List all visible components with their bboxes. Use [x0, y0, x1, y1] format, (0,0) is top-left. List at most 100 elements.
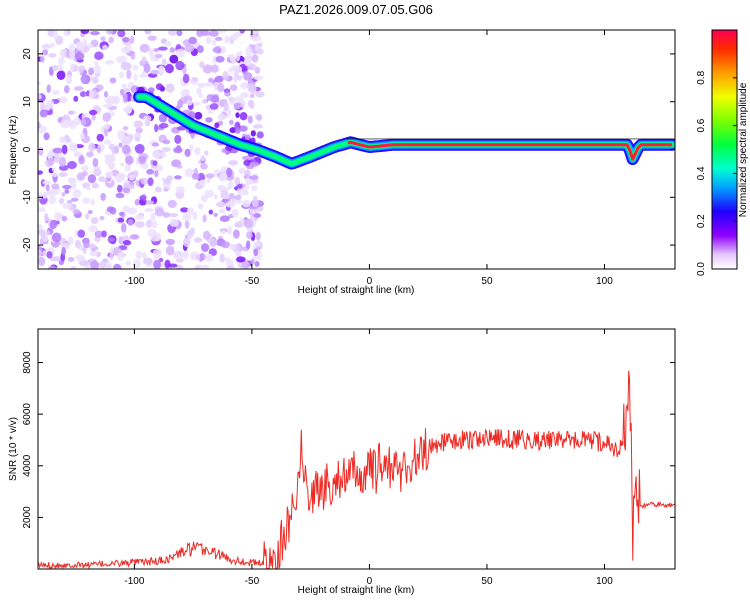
- spectrogram-cell: [102, 112, 112, 122]
- spectrogram-cell: [250, 30, 260, 35]
- spectrogram-cell: [161, 150, 167, 158]
- spectrogram-cell: [126, 207, 132, 213]
- spectrogram-cell: [194, 146, 201, 156]
- spectrogram-cell: [138, 73, 148, 79]
- spectrogram-cell: [122, 62, 132, 71]
- spectrogram-cell: [251, 54, 259, 63]
- spectrogram-cell: [118, 142, 123, 148]
- spectrogram-cell: [116, 173, 121, 183]
- spectrogram-cell: [80, 30, 90, 35]
- spectrogram-cell: [229, 53, 236, 62]
- spectrogram-cell: [141, 56, 147, 64]
- spectrogram-cell: [88, 142, 96, 152]
- spectrogram-cell: [210, 64, 219, 73]
- spectrogram-x-tick-label: 100: [596, 276, 613, 287]
- spectrogram-cell: [102, 44, 108, 51]
- spectrogram-cell: [78, 155, 85, 165]
- spectrogram-cell: [75, 41, 85, 51]
- spectrogram-cell: [121, 144, 131, 155]
- spectrogram-cell: [99, 215, 105, 221]
- spectrogram-cell: [89, 30, 100, 36]
- spectrogram-cell: [61, 215, 68, 222]
- spectrogram-cell: [139, 43, 150, 53]
- spectrogram-cell: [59, 136, 66, 144]
- spectrogram-cell: [49, 219, 58, 230]
- spectrogram-cell: [244, 57, 250, 66]
- spectrogram-cell: [147, 87, 155, 93]
- spectrogram-cell: [64, 188, 70, 194]
- spectrogram-cell: [39, 109, 49, 118]
- spectrogram-cell: [247, 115, 253, 124]
- spectrogram-cell: [144, 208, 154, 213]
- spectrogram-cell: [234, 194, 242, 201]
- spectrogram-cell: [69, 145, 78, 152]
- spectrogram-cell: [138, 156, 147, 165]
- spectrogram-cell: [74, 52, 85, 61]
- spectrogram-cell: [46, 102, 51, 111]
- spectrogram-cell: [74, 239, 81, 249]
- spectrogram-cell: [167, 199, 177, 208]
- spectrogram-cell: [56, 70, 66, 80]
- colorbar-gradient: [712, 30, 737, 269]
- spectrogram-cell: [214, 75, 224, 83]
- spectrogram-cell: [133, 73, 138, 81]
- spectrogram-cell: [200, 30, 209, 36]
- spectrogram-x-tick-label: -100: [124, 276, 144, 287]
- spectrogram-cell: [42, 180, 51, 185]
- spectrogram-cell: [143, 115, 152, 123]
- spectrogram-cell: [255, 231, 261, 241]
- colorbar-label: Normalized spectral amplitude: [738, 82, 749, 217]
- spectrogram-cell: [150, 69, 160, 75]
- spectrogram-cell: [144, 30, 152, 35]
- spectrogram-cell: [233, 65, 243, 74]
- spectrogram-cell: [245, 134, 251, 141]
- spectrogram-y-tick-label: 0: [22, 146, 33, 152]
- spectrogram-cell: [220, 190, 229, 200]
- spectrogram-cell: [128, 174, 135, 181]
- spectrogram-cell: [155, 83, 164, 91]
- spectrogram-cell: [147, 177, 154, 186]
- spectrogram-cell: [113, 263, 122, 269]
- spectrogram-cell: [228, 159, 239, 166]
- spectrogram-cell: [182, 73, 190, 84]
- spectrogram-cell: [229, 127, 237, 134]
- spectrogram-cell: [158, 65, 165, 75]
- spectrogram-cell: [96, 145, 102, 154]
- spectrogram-cell: [48, 42, 55, 48]
- spectrogram-x-ticks: -100 -50 0 50 100: [124, 30, 613, 287]
- spectrogram-cell: [212, 46, 222, 53]
- spectrogram-cell: [87, 43, 93, 49]
- spectrogram-cell: [132, 64, 139, 71]
- spectrogram-cell: [250, 130, 256, 137]
- spectrogram-cell: [169, 47, 176, 53]
- spectrogram-cell: [130, 52, 136, 60]
- spectrogram-cell: [38, 170, 44, 175]
- colorbar-tick-label: 0.4: [696, 166, 707, 180]
- spectrogram-cell: [217, 30, 228, 33]
- spectrogram-cell: [45, 184, 50, 192]
- spectrogram-cell: [154, 53, 163, 59]
- snr-x-label: Height of straight line (km): [298, 585, 415, 596]
- spectrogram-cell: [206, 94, 213, 102]
- spectrogram-cell: [47, 157, 55, 166]
- spectrogram-cell: [99, 260, 107, 269]
- spectrogram-cell: [150, 212, 156, 221]
- spectrogram-cell: [73, 86, 84, 91]
- spectrogram-cell: [237, 50, 243, 56]
- spectrogram-cell: [220, 241, 231, 249]
- spectrogram-cell: [127, 218, 134, 227]
- spectrogram-cell: [152, 160, 158, 166]
- spectrogram-cell: [201, 98, 208, 105]
- snr-x-tick-label: -100: [124, 576, 144, 587]
- spectrogram-cell: [222, 70, 229, 81]
- spectrogram-x-tick-label: 0: [367, 276, 373, 287]
- spectrogram-cell: [119, 88, 125, 96]
- spectrogram-cell: [116, 184, 123, 193]
- spectrogram-cell: [257, 251, 262, 261]
- spectrogram-cell: [165, 63, 174, 74]
- spectrogram-cell: [120, 83, 127, 89]
- spectrogram-cell: [150, 234, 160, 242]
- spectrogram-cell: [202, 230, 211, 240]
- spectrogram-cell: [158, 46, 168, 51]
- spectrogram-cell: [243, 72, 253, 81]
